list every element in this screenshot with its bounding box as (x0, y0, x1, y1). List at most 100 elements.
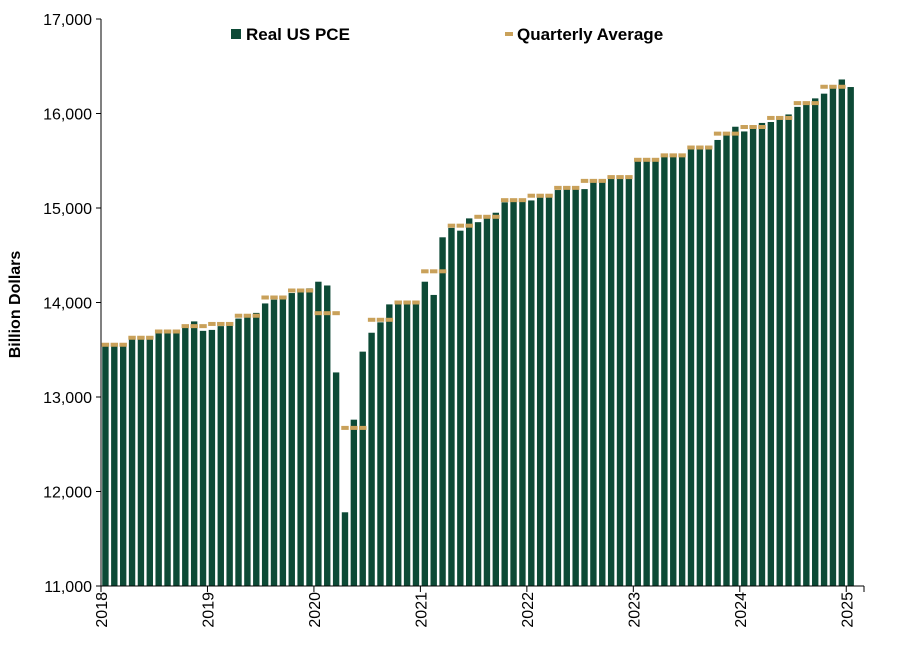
bar-real-us-pce (270, 299, 278, 586)
y-tick-labels: 11,000 12,000 13,000 14,000 15,000 16,000 17,0… (43, 12, 92, 596)
bar-real-us-pce (421, 281, 429, 586)
bar-real-us-pce (492, 212, 499, 587)
legend: Real US PCE Quarterly Average (231, 25, 663, 44)
y-tick-label: 11,000 (44, 579, 92, 596)
bar-real-us-pce (678, 156, 686, 586)
bar-real-us-pce (661, 155, 668, 586)
legend-label-real-us-pce: Real US PCE (246, 25, 350, 44)
bar-real-us-pce (767, 122, 775, 586)
y-axis-label: Billion Dollars (7, 251, 24, 359)
bar-real-us-pce (182, 326, 189, 587)
bar-real-us-pce (705, 147, 712, 586)
bar-real-us-pce (607, 176, 615, 586)
bar-real-us-pce (226, 323, 233, 586)
bar-real-us-pce (359, 351, 366, 586)
x-tick-label: 2025 (839, 592, 856, 628)
bar-real-us-pce (803, 104, 810, 587)
bar-real-us-pce (341, 512, 349, 586)
x-tick-label: 2018 (94, 592, 111, 628)
bar-real-us-pce (368, 332, 375, 586)
bar-real-us-pce (199, 330, 207, 586)
bar-real-us-pce (741, 131, 748, 586)
bar-real-us-pce (128, 339, 136, 586)
bar-real-us-pce (483, 215, 491, 586)
bar-real-us-pce (838, 79, 846, 586)
bar-real-us-pce (190, 321, 198, 586)
legend-swatch-quarterly-average (505, 32, 513, 36)
bar-real-us-pce (776, 118, 783, 586)
bar-real-us-pce (155, 331, 162, 586)
bar-real-us-pce (137, 336, 145, 586)
bar-real-us-pce (652, 159, 659, 587)
x-tick-label: 2021 (413, 592, 430, 628)
bar-real-us-pce (457, 230, 464, 586)
bar-real-us-pce (519, 198, 526, 587)
bar-real-us-pce (164, 330, 171, 586)
bar-real-us-pce (306, 288, 313, 586)
bar-real-us-pce (829, 87, 837, 586)
bar-real-us-pce (430, 294, 437, 586)
bar-real-us-pce (235, 318, 242, 586)
bar-real-us-pce (377, 322, 384, 586)
bar-real-us-pce (297, 290, 304, 586)
bar-real-us-pce (386, 304, 393, 586)
bar-real-us-pce (395, 301, 402, 586)
bar-real-us-pce (572, 187, 579, 586)
bar-real-us-pce (616, 177, 624, 586)
bar-real-us-pce (687, 147, 695, 586)
bar-real-us-pce (510, 199, 517, 586)
bar-real-us-pce (253, 312, 260, 586)
bar-real-us-pce (439, 237, 446, 587)
bar-real-us-pce (466, 218, 473, 586)
bar-real-us-pce (119, 344, 127, 586)
bar-real-us-pce (643, 160, 650, 586)
legend-swatch-real-us-pce (231, 29, 241, 39)
bar-real-us-pce (723, 134, 730, 587)
y-tick-label: 15,000 (43, 201, 92, 218)
quarterly-average-layer (101, 84, 846, 430)
bar-real-us-pce (758, 122, 766, 586)
x-tick-label: 2020 (307, 592, 324, 628)
bar-real-us-pce (847, 87, 854, 586)
bar-real-us-pce (634, 158, 641, 587)
x-tick-label: 2022 (520, 592, 537, 628)
bar-real-us-pce (554, 190, 562, 587)
x-tick-labels: 2018 2019 2020 2021 2022 2023 2024 2025 (94, 592, 856, 628)
bar-real-us-pce (581, 189, 588, 586)
x-tick-label: 2024 (733, 592, 750, 628)
bar-real-us-pce (696, 147, 704, 586)
bar-real-us-pce (412, 301, 420, 586)
bar-real-us-pce (749, 126, 757, 586)
bar-real-us-pce (332, 372, 340, 586)
bar-real-us-pce (146, 337, 153, 586)
bar-real-us-pce (403, 303, 411, 586)
x-tick-label: 2023 (626, 592, 643, 628)
bar-real-us-pce (315, 281, 322, 586)
bar-real-us-pce (102, 344, 109, 586)
y-tick-label: 13,000 (43, 390, 92, 407)
bars-layer (102, 79, 854, 587)
bar-real-us-pce (732, 126, 739, 586)
bar-real-us-pce (714, 139, 721, 586)
bar-real-us-pce (545, 194, 553, 586)
bar-real-us-pce (590, 182, 597, 587)
bar-real-us-pce (474, 222, 482, 587)
bar-real-us-pce (324, 285, 331, 586)
bar-real-us-pce (820, 93, 828, 586)
bar-real-us-pce (111, 345, 118, 586)
y-tick-label: 16,000 (43, 107, 92, 124)
bar-real-us-pce (217, 326, 224, 587)
y-tick-label: 12,000 (43, 485, 92, 502)
bar-real-us-pce (563, 186, 570, 586)
bar-real-us-pce (288, 293, 295, 586)
bar-real-us-pce (625, 176, 633, 586)
bar-real-us-pce (350, 419, 358, 586)
bar-real-us-pce (528, 200, 535, 586)
bar-real-us-pce (279, 298, 287, 586)
bar-real-us-pce (448, 227, 455, 586)
bar-real-us-pce (173, 331, 180, 586)
bar-real-us-pce (670, 155, 677, 586)
y-tick-label: 14,000 (43, 296, 92, 313)
bar-real-us-pce (785, 114, 792, 586)
